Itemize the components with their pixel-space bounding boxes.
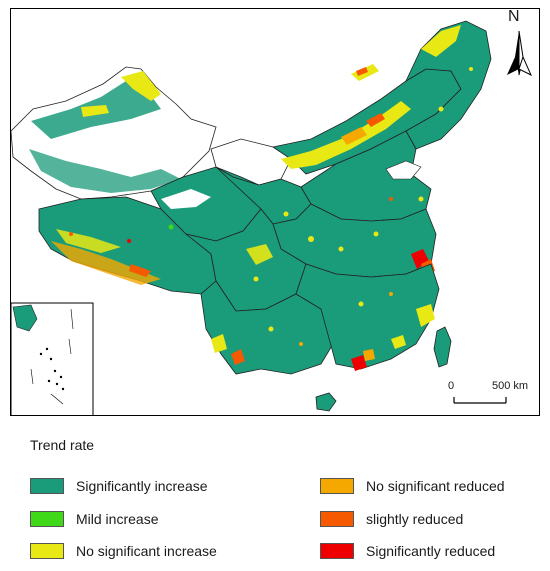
region-taiwan: [433, 326, 452, 368]
legend-swatch: [320, 511, 354, 527]
legend-swatch: [30, 478, 64, 494]
legend-item-slightly-reduced: slightly reduced: [320, 510, 463, 528]
map-frame: [10, 8, 540, 416]
legend-item-mild-increase: Mild increase: [30, 510, 158, 528]
legend-label: slightly reduced: [366, 511, 464, 527]
region-southwest: [200, 280, 337, 375]
legend-label: No significant increase: [76, 543, 217, 559]
north-arrow-icon: [507, 30, 533, 77]
region-northeast: [405, 20, 492, 150]
legend-swatch: [30, 543, 64, 559]
legend-swatch: [320, 478, 354, 494]
legend-swatch: [320, 543, 354, 559]
legend-item-significantly-reduced: Significantly reduced: [320, 542, 495, 560]
north-label: N: [508, 8, 520, 25]
legend-item-no-significant-increase: No significant increase: [30, 542, 217, 560]
legend-label: Significantly reduced: [366, 543, 496, 559]
south-china-sea-inset: [11, 302, 94, 415]
legend-label: Significantly increase: [76, 478, 208, 494]
legend-title: Trend rate: [30, 437, 95, 453]
scale-bar: [453, 397, 507, 404]
legend-label: No significant reduced: [366, 478, 505, 494]
legend-swatch: [30, 511, 64, 527]
trend-speckles: [69, 67, 473, 346]
legend-item-significantly-increase: Significantly increase: [30, 477, 208, 495]
region-hainan: [315, 392, 337, 412]
china-map: [11, 20, 533, 415]
legend-item-no-significant-reduced: No significant reduced: [320, 477, 505, 495]
legend-label: Mild increase: [76, 511, 159, 527]
scale-start-label: 0: [448, 380, 455, 392]
scale-end-label: 500 km: [492, 380, 529, 392]
